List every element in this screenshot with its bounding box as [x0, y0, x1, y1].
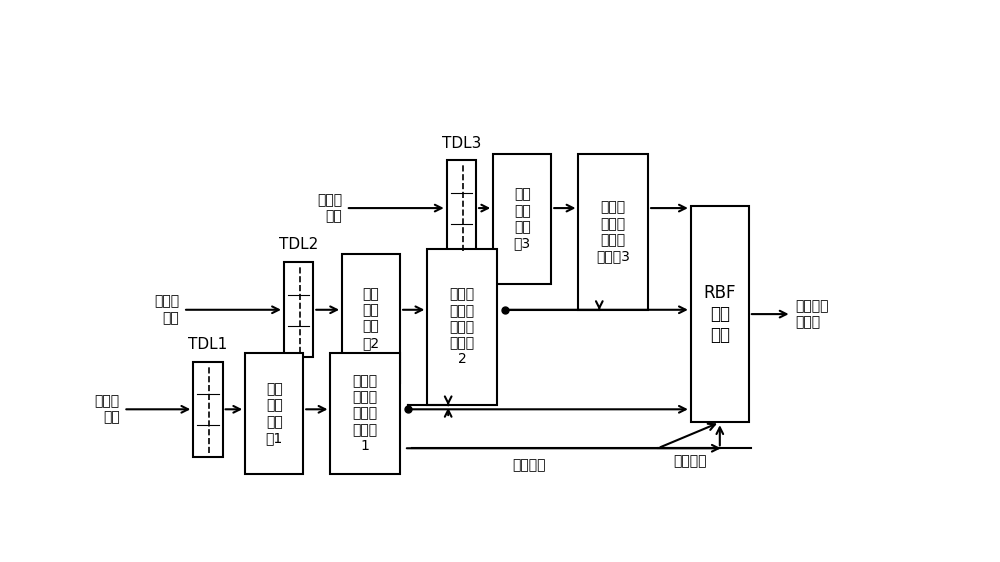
Text: 自联
想神
经网
络2: 自联 想神 经网 络2 — [362, 287, 380, 350]
Text: 动态逻
归小波
神经神
经网络3: 动态逻 归小波 神经神 经网络3 — [596, 201, 630, 263]
Text: TDL3: TDL3 — [442, 135, 481, 151]
Bar — [245, 353, 303, 474]
Bar — [447, 161, 476, 256]
Bar — [284, 262, 313, 357]
Text: 育肥期
温度: 育肥期 温度 — [317, 193, 342, 223]
Text: 自联
想神
经网
络1: 自联 想神 经网 络1 — [266, 382, 283, 445]
Text: 动物种类: 动物种类 — [512, 459, 546, 473]
Text: 生长期
温度: 生长期 温度 — [154, 294, 179, 325]
Bar — [427, 249, 497, 405]
Text: TDL1: TDL1 — [188, 337, 228, 352]
Text: 动态逻
归小波
神经神
经网络
2: 动态逻 归小波 神经神 经网络 2 — [450, 288, 475, 366]
Text: 动物种类: 动物种类 — [673, 454, 707, 468]
Bar — [578, 154, 648, 310]
Text: 温度适宜
度等级: 温度适宜 度等级 — [795, 299, 829, 329]
Text: TDL2: TDL2 — [279, 237, 318, 252]
Bar — [330, 353, 400, 474]
Text: 保育期
温度: 保育期 温度 — [94, 394, 120, 424]
Bar — [691, 206, 749, 422]
Text: 动态逻
归小波
神经神
经网络
1: 动态逻 归小波 神经神 经网络 1 — [353, 374, 378, 453]
Bar — [342, 253, 400, 383]
Text: 自联
想神
经网
络3: 自联 想神 经网 络3 — [514, 188, 531, 250]
Bar — [493, 154, 551, 284]
Text: RBF
神经
网络: RBF 神经 网络 — [704, 284, 736, 344]
Bar — [193, 362, 223, 457]
